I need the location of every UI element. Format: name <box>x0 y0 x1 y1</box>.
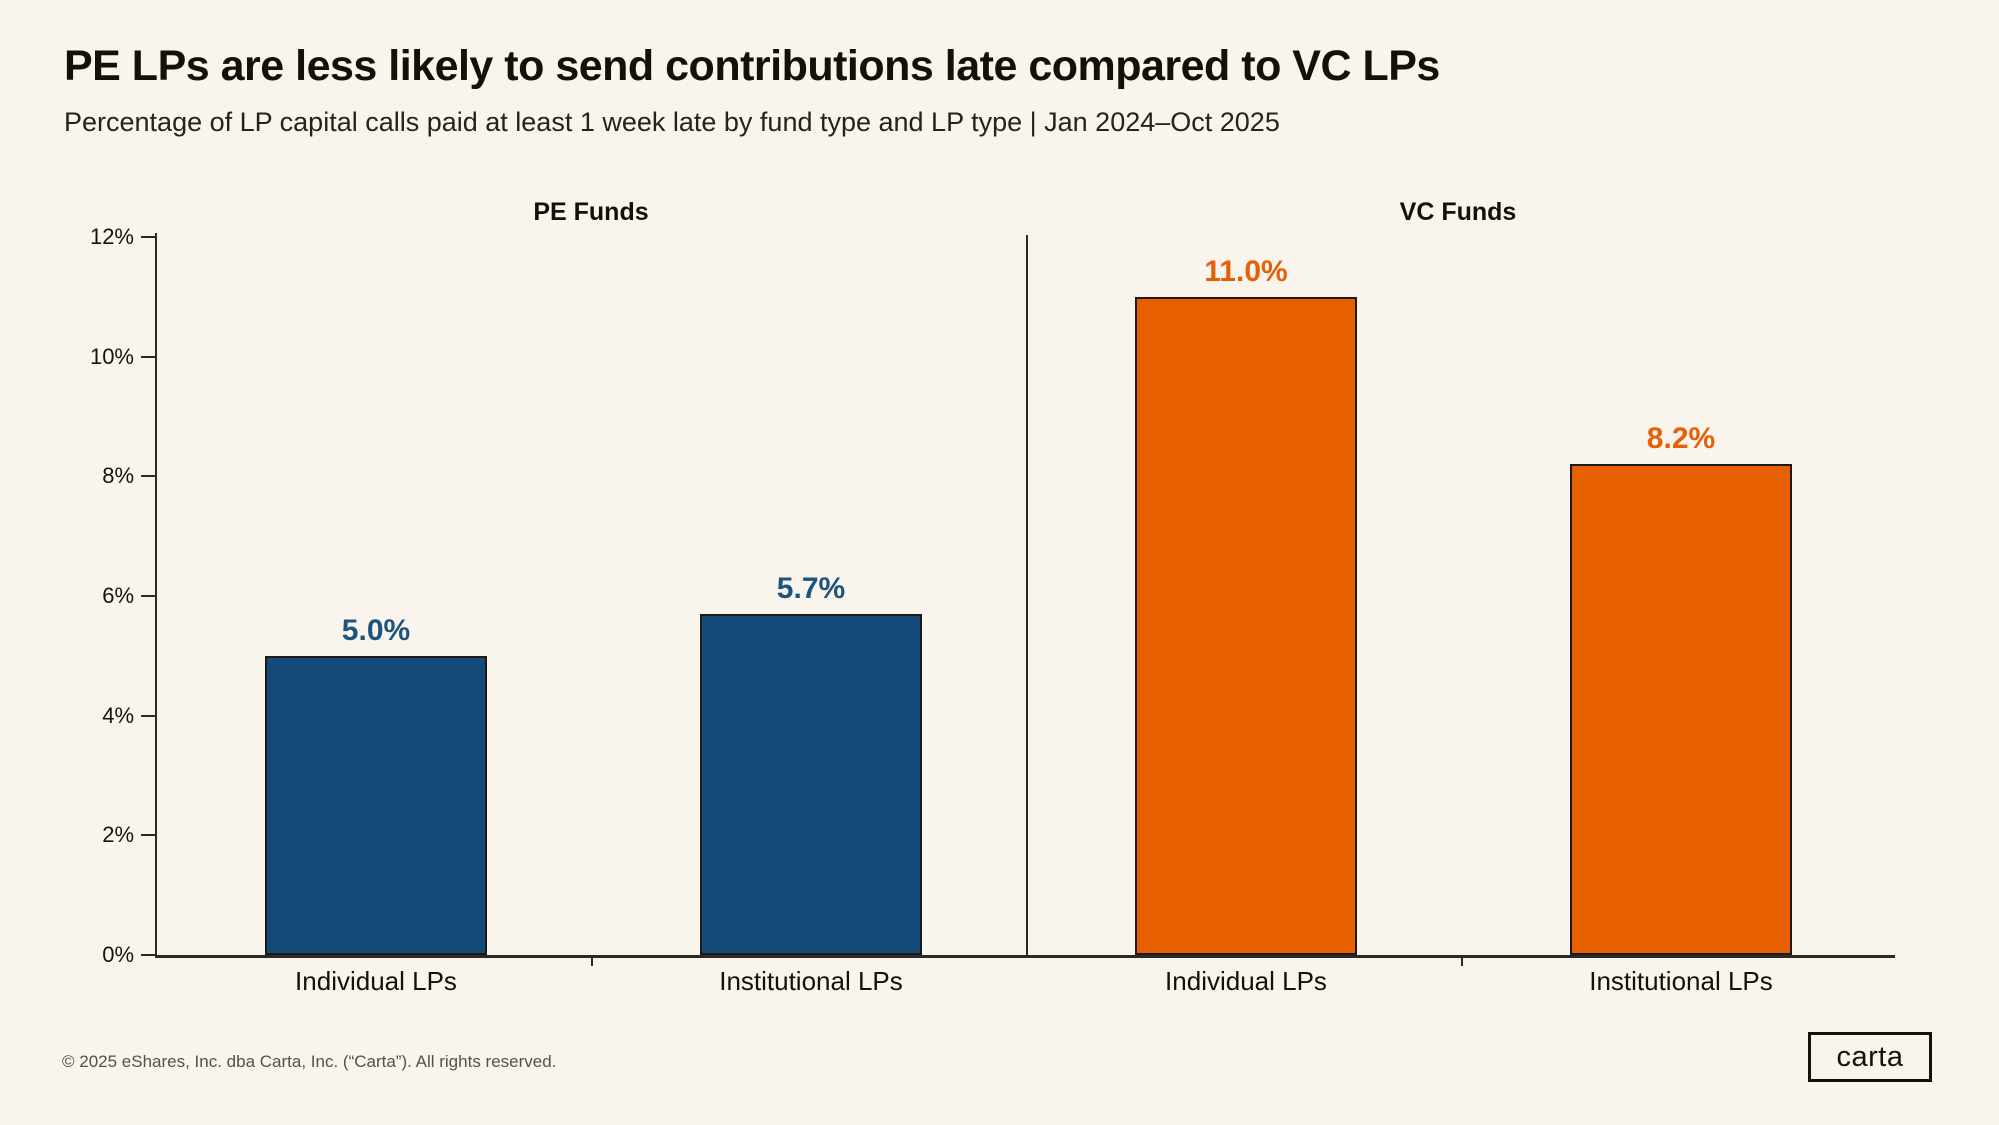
x-category-label: Institutional LPs <box>719 966 903 996</box>
x-axis-line <box>155 955 1895 958</box>
bar-value-label: 11.0% <box>1204 254 1288 288</box>
y-tick-mark <box>141 595 155 597</box>
bar-pe-individual-lps <box>265 655 487 955</box>
bar-value-label: 5.7% <box>776 571 846 605</box>
y-tick-mark <box>141 954 155 956</box>
x-category-label: Individual LPs <box>1165 966 1327 996</box>
y-tick-mark <box>141 834 155 837</box>
bar-pe-institutional-lps <box>700 613 922 955</box>
y-tick-label: 6% <box>102 583 134 608</box>
panel-divider-line <box>1026 235 1028 955</box>
y-tick-label: 10% <box>89 343 134 369</box>
y-tick-mark <box>141 475 155 478</box>
panel-title-vc-funds: VC Funds <box>1399 198 1517 226</box>
x-category-label: Individual LPs <box>295 966 457 996</box>
y-tick-label: 12% <box>89 224 134 249</box>
panel-title-pe-funds: PE Funds <box>533 198 649 226</box>
y-tick-mark <box>141 236 155 238</box>
bar-value-label: 5.0% <box>341 613 411 647</box>
y-tick-label: 0% <box>102 942 134 967</box>
y-tick-label: 2% <box>102 822 134 848</box>
y-tick-mark <box>141 355 155 358</box>
copyright-text: © 2025 eShares, Inc. dba Carta, Inc. (“C… <box>62 1052 557 1071</box>
page-title: PE LPs are less likely to send contribut… <box>64 42 1440 90</box>
y-tick-label: 8% <box>102 463 134 489</box>
y-tick-mark <box>141 714 155 717</box>
x-tick-mark <box>591 958 593 966</box>
carta-logo: carta <box>1808 1032 1932 1082</box>
bar-value-label: 8.2% <box>1646 422 1716 456</box>
x-tick-mark <box>1461 958 1463 966</box>
y-axis-line <box>155 233 157 957</box>
bar-vc-individual-lps <box>1135 296 1357 955</box>
bar-vc-institutional-lps <box>1570 464 1792 955</box>
y-tick-label: 4% <box>102 702 134 728</box>
x-category-label: Institutional LPs <box>1589 966 1773 996</box>
page-subtitle: Percentage of LP capital calls paid at l… <box>64 107 1280 137</box>
